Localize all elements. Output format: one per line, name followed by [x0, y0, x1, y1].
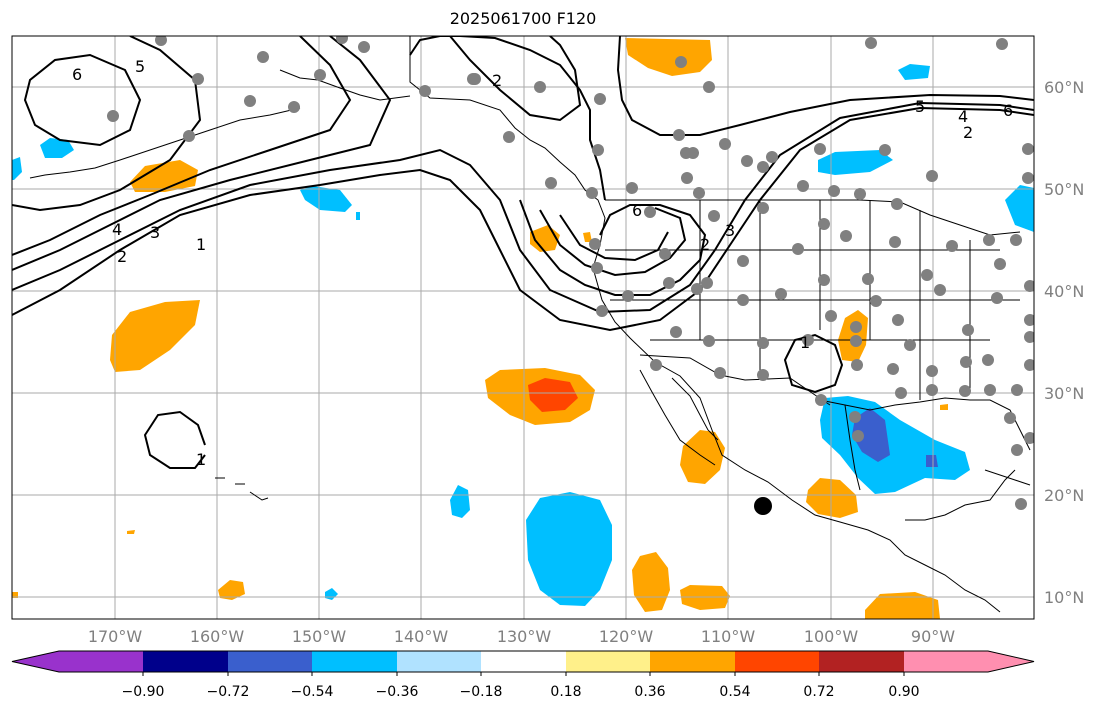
- contour-label: 5: [915, 97, 925, 116]
- colorbar-extension-high: [988, 651, 1034, 672]
- longitude-labels: 170°W 160°W 150°W 140°W 130°W 120°W 110°…: [88, 627, 955, 646]
- lon-label: 160°W: [190, 627, 245, 646]
- colorbar-tick-labels: −0.90 −0.72 −0.54 −0.36 −0.18 0.18 0.36 …: [122, 684, 920, 700]
- colorbar-tick-label: 0.90: [888, 684, 919, 700]
- contour-label: 4: [958, 107, 968, 126]
- lat-label: 30°N: [1044, 384, 1084, 403]
- colorbar-tick-label: −0.54: [291, 684, 334, 700]
- colorbar-segment: [481, 651, 566, 672]
- lat-label: 10°N: [1044, 588, 1084, 607]
- colorbar-outline: [11, 650, 1035, 673]
- lon-label: 100°W: [804, 627, 859, 646]
- colorbar-segment: [397, 651, 481, 672]
- contour-label: 6: [632, 201, 642, 220]
- contour-label: 4: [112, 220, 122, 239]
- lon-label: 120°W: [599, 627, 654, 646]
- colorbar-tick-label: 0.72: [803, 684, 834, 700]
- marked-location-dot: [754, 497, 772, 515]
- colorbar-tick-label: −0.90: [122, 684, 165, 700]
- colorbar-segment: [59, 651, 143, 672]
- contour-label: 2: [492, 71, 502, 90]
- lat-label: 40°N: [1044, 282, 1084, 301]
- lon-label: 130°W: [497, 627, 552, 646]
- lon-label: 90°W: [911, 627, 955, 646]
- colorbar: [11, 650, 1035, 676]
- colorbar-extension-low: [12, 651, 59, 672]
- contour-label: 5: [135, 57, 145, 76]
- colorbar-segment: [650, 651, 735, 672]
- colorbar-segment: [228, 651, 312, 672]
- lat-label: 50°N: [1044, 180, 1084, 199]
- contour-label: 3: [150, 223, 160, 242]
- colorbar-tick-label: 0.54: [719, 684, 750, 700]
- contour-label: 2: [700, 235, 710, 254]
- colorbar-tick-label: −0.72: [207, 684, 250, 700]
- lon-label: 110°W: [701, 627, 756, 646]
- colorbar-segment: [143, 651, 228, 672]
- colorbar-tick-label: 0.18: [550, 684, 581, 700]
- contour-label: 2: [963, 123, 973, 142]
- lat-label: 20°N: [1044, 486, 1084, 505]
- lat-lon-grid: [12, 36, 1034, 619]
- contour-label: 1: [196, 450, 206, 469]
- station-dots: [107, 36, 1034, 510]
- contour-label: 6: [1003, 101, 1013, 120]
- lon-label: 150°W: [292, 627, 347, 646]
- colorbar-segment: [735, 651, 819, 672]
- colorbar-segment: [819, 651, 904, 672]
- contour-label: 6: [72, 65, 82, 84]
- lon-label: 140°W: [394, 627, 449, 646]
- contour-labels: 6 5 4 3 2 1 2 6 5 4 2 6 2 3 1 1: [72, 57, 1013, 469]
- lon-label: 170°W: [88, 627, 143, 646]
- colorbar-tick-label: −0.36: [376, 684, 419, 700]
- colorbar-segment: [312, 651, 397, 672]
- lat-label: 60°N: [1044, 78, 1084, 97]
- contour-label: 2: [117, 247, 127, 266]
- contour-label: 3: [725, 221, 735, 240]
- map-title: 2025061700 F120: [449, 9, 597, 28]
- colorbar-tick-label: 0.36: [634, 684, 665, 700]
- contour-label: 1: [196, 235, 206, 254]
- latitude-labels: 60°N 50°N 40°N 30°N 20°N 10°N: [1044, 78, 1084, 607]
- contour-label: 1: [800, 333, 810, 352]
- colorbar-tick-label: −0.18: [460, 684, 503, 700]
- colorbar-segment: [566, 651, 650, 672]
- height-contours: [12, 36, 1034, 469]
- colorbar-segment: [904, 651, 988, 672]
- map-border: [11, 35, 1035, 620]
